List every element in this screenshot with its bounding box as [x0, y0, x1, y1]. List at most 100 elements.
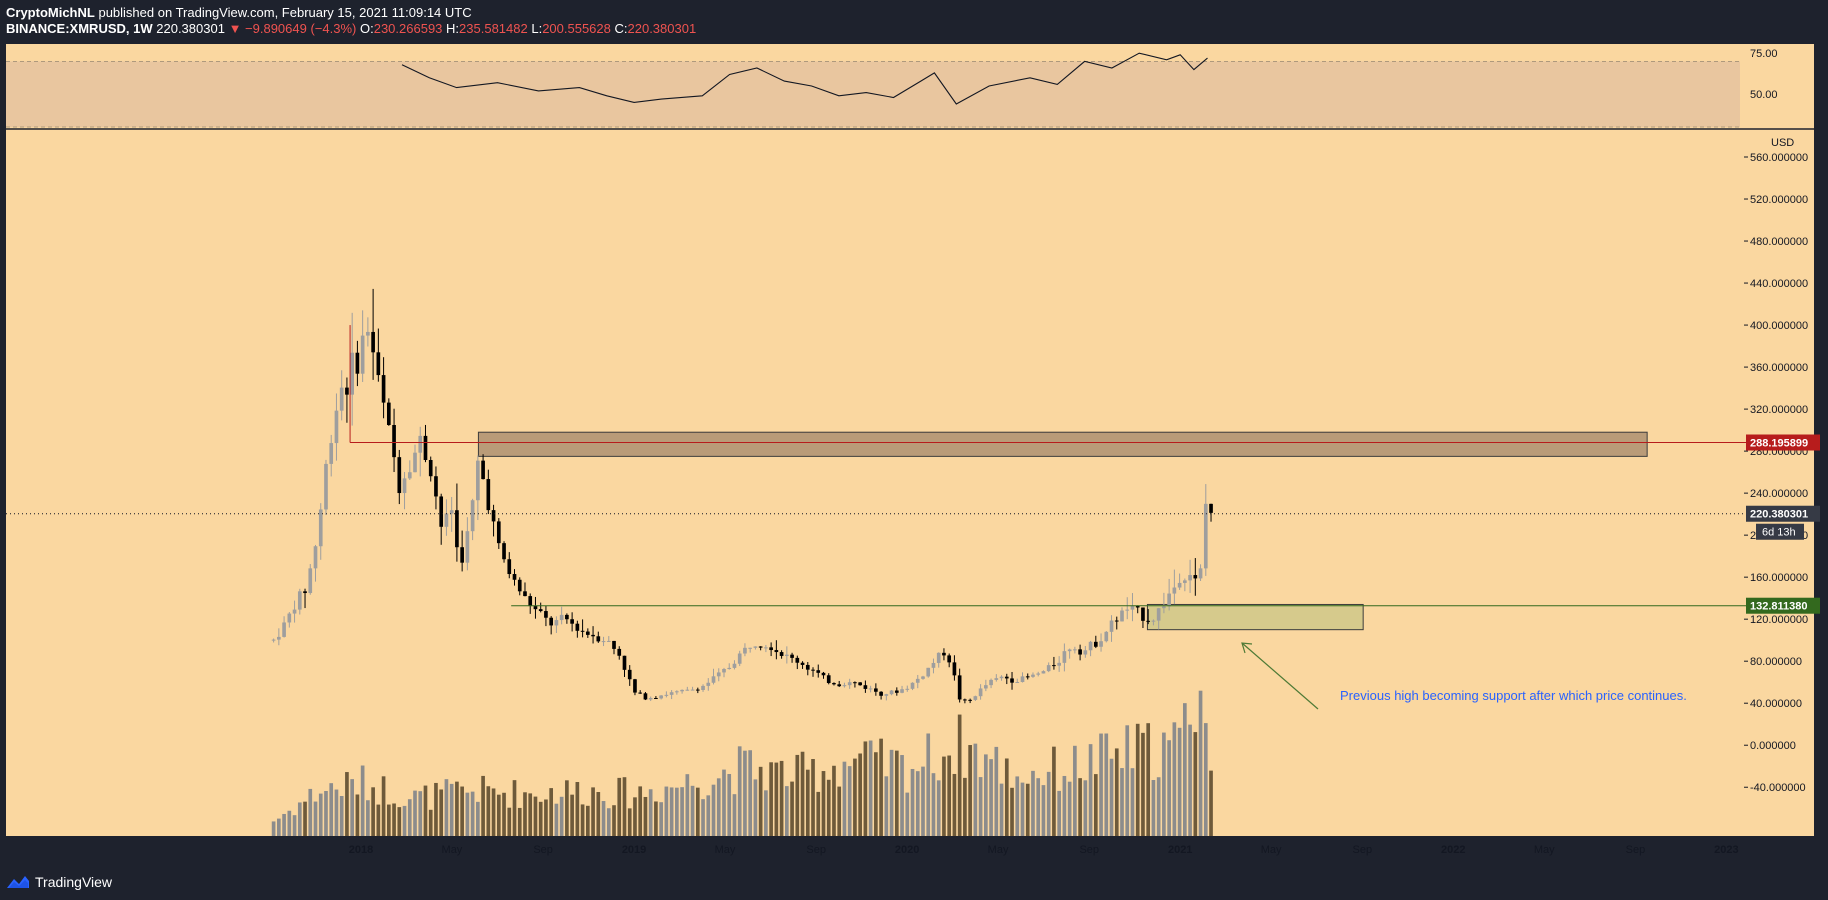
volume-bar: [470, 791, 475, 836]
resistance-price-label: 288.195899: [1750, 438, 1808, 450]
volume-bar: [910, 768, 915, 836]
candle-body: [942, 652, 946, 656]
volume-bar: [455, 781, 459, 836]
tradingview-logo-icon: [7, 876, 29, 888]
volume-bar: [1162, 732, 1166, 836]
annotation-layer: Previous high becoming support after whi…: [1241, 642, 1687, 710]
candle-body: [769, 647, 773, 651]
candle-body: [952, 662, 957, 676]
candle-body: [706, 682, 711, 686]
candle-body: [695, 689, 700, 691]
volume-bar: [1203, 723, 1208, 836]
volume-bar: [1031, 770, 1035, 836]
candle-body: [512, 574, 517, 580]
candle-body: [1004, 676, 1009, 679]
volume-bar: [936, 780, 941, 836]
tradingview-brand[interactable]: TradingView: [6, 874, 112, 890]
last-price-badge: [1746, 505, 1820, 522]
candle-body: [1010, 678, 1014, 683]
candle-body: [491, 510, 496, 522]
candle-body: [758, 646, 763, 648]
time-axis[interactable]: 2018 May Sep 2019 May Sep 2020 May Sep 2021 May Sep…: [349, 844, 1739, 856]
volume-bar: [591, 787, 595, 836]
volume-bar: [1010, 787, 1014, 836]
candle-body: [790, 654, 794, 658]
volume-bar: [533, 796, 538, 836]
volume-bar: [732, 794, 737, 836]
candle-body: [428, 460, 433, 477]
candle-body: [355, 352, 360, 374]
price-tick-label: 440.000000: [1750, 278, 1808, 290]
candle-body: [1167, 593, 1171, 607]
candle-body: [360, 335, 365, 374]
volume-bar: [978, 777, 983, 836]
volume-bar: [1151, 780, 1156, 836]
time-tick-label: May: [442, 844, 463, 856]
volume-bar: [863, 741, 868, 836]
candle-body: [570, 619, 574, 624]
candle-body: [905, 688, 910, 690]
candle-body: [1088, 641, 1093, 651]
annotation-text[interactable]: Previous high becoming support after whi…: [1340, 688, 1687, 703]
volume-bar: [701, 799, 705, 836]
candle-body: [612, 640, 616, 649]
price-tick-label: 560.000000: [1750, 152, 1808, 164]
candle-body: [413, 452, 417, 473]
volume-bar: [957, 714, 962, 836]
candle-body: [533, 606, 538, 610]
rsi-line: [401, 52, 1208, 105]
time-tick-label: May: [715, 844, 736, 856]
symbol-label[interactable]: BINANCE:XMRUSD, 1W: [6, 21, 153, 36]
published-info: published on TradingView.com, February 1…: [98, 5, 472, 20]
candle-body: [711, 676, 716, 683]
volume-bar: [716, 778, 721, 836]
resistance-zone: [477, 431, 1648, 457]
volume-bar: [423, 785, 428, 836]
candle-body: [460, 547, 464, 563]
candle-body: [832, 683, 836, 685]
volume-bar: [502, 792, 506, 836]
zones-layer: [477, 431, 1648, 631]
volume-bar: [381, 776, 386, 836]
author-name[interactable]: CryptoMichNL: [6, 5, 95, 20]
candle-body: [800, 662, 805, 665]
volume-bar: [973, 743, 978, 836]
volume-bar: [277, 818, 281, 836]
volume-bar: [329, 783, 334, 836]
candle-body: [1151, 620, 1156, 622]
volume-bar: [1167, 740, 1171, 836]
candle-body: [690, 689, 695, 691]
candle-body: [664, 694, 669, 696]
volume-bar: [874, 752, 878, 836]
candle-body: [921, 676, 925, 679]
candle-body: [947, 655, 952, 663]
candle-body: [329, 443, 334, 464]
volume-bar: [1120, 768, 1124, 836]
candle-body: [957, 675, 962, 700]
candle-body: [1135, 605, 1140, 608]
candle-body: [418, 435, 423, 453]
candle-body: [737, 653, 742, 664]
chart-canvas[interactable]: 75.00 50.00 560.000000 520.000000 480.00000…: [0, 40, 1828, 864]
candle-body: [1067, 649, 1072, 652]
volume-bar: [654, 801, 658, 836]
resistance-price-badge: [1746, 434, 1820, 451]
candle-body: [743, 647, 747, 654]
candle-body: [1109, 620, 1114, 632]
time-tick-label: May: [988, 844, 1009, 856]
support-zone: [1146, 603, 1364, 631]
candle-body: [669, 692, 674, 695]
candle-body: [318, 509, 323, 547]
volume-bar: [549, 788, 554, 836]
candle-body: [549, 617, 554, 626]
candle-body: [764, 647, 768, 649]
candle-body: [601, 641, 606, 643]
price-axis[interactable]: 560.000000 520.000000 480.000000 440.000000…: [1744, 152, 1820, 794]
candle-body: [392, 425, 396, 458]
volume-bar: [386, 804, 391, 836]
price-tick-label: 400.000000: [1750, 320, 1808, 332]
candle-body: [366, 331, 370, 336]
volume-bar: [1004, 758, 1009, 836]
candle-body: [1156, 608, 1161, 621]
time-tick-label: Sep: [1353, 844, 1373, 856]
